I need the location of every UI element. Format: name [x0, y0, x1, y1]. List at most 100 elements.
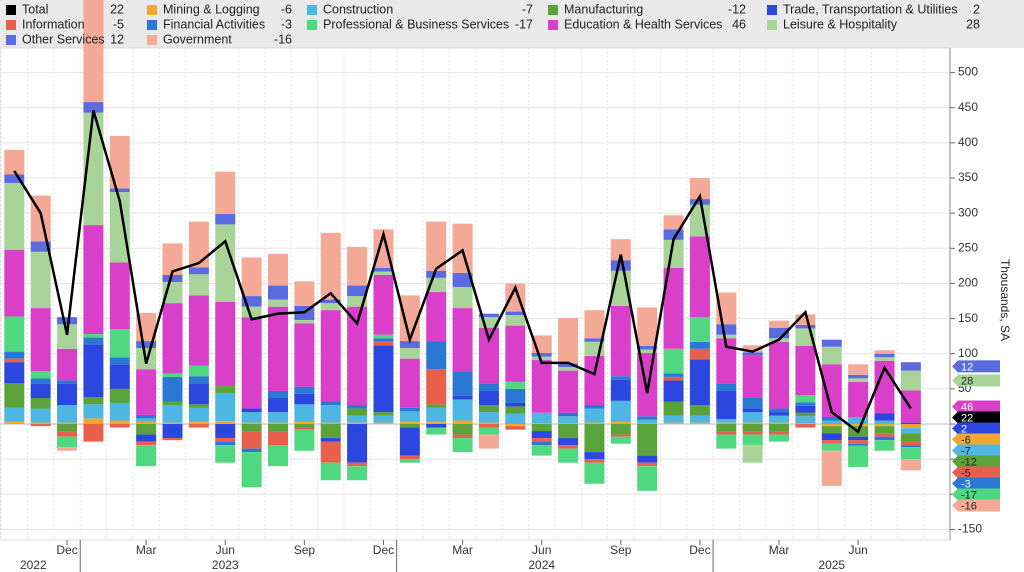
bar-segment	[558, 412, 579, 417]
bar-segment	[320, 299, 341, 304]
bar-segment	[268, 412, 288, 423]
bar-segment	[241, 412, 262, 423]
end-badge-label: -16	[961, 500, 977, 512]
bar-segment	[399, 348, 420, 359]
bar-segment	[478, 412, 499, 423]
legend-value: -17	[515, 17, 533, 31]
legend-label: Other Services	[22, 32, 105, 46]
end-badge	[952, 488, 1000, 501]
end-badge	[952, 455, 1000, 468]
bar-segment	[900, 459, 921, 471]
bar-segment	[584, 310, 605, 339]
bar-segment	[294, 404, 315, 422]
legend-swatch	[767, 5, 777, 15]
bar-segment	[531, 356, 552, 361]
bar-segment	[478, 317, 499, 328]
legend-value: 28	[966, 17, 980, 31]
bar-segment	[347, 306, 368, 406]
bar-segment	[716, 383, 737, 391]
bar-segment	[4, 421, 25, 425]
bar-segment	[57, 422, 78, 425]
bar-segment	[241, 408, 262, 413]
bar-segment	[637, 307, 658, 346]
bar-segment	[188, 424, 209, 428]
bar-segment	[505, 406, 526, 414]
legend-label: Government	[163, 32, 232, 46]
bar-segment	[531, 423, 552, 425]
bar-segment	[4, 383, 25, 408]
bar-segment	[426, 421, 447, 425]
end-badge-label: 12	[961, 361, 973, 373]
bar-segment	[769, 434, 790, 442]
bar-segment	[584, 422, 605, 425]
bar-segment	[373, 345, 394, 413]
bar-segment	[57, 324, 78, 349]
bar-segment	[57, 348, 78, 381]
legend-value: -7	[522, 2, 533, 16]
bar-segment	[742, 422, 763, 425]
bar-segment	[795, 405, 816, 413]
bar-segment	[268, 390, 288, 399]
bar-segment	[769, 424, 790, 432]
bar-segment	[4, 358, 25, 363]
bar-segment	[848, 445, 869, 467]
bar-segment	[689, 348, 710, 360]
bar-segment	[637, 346, 658, 350]
bar-segment	[900, 441, 921, 446]
bar-segment	[452, 286, 473, 309]
bar-segment	[742, 352, 763, 356]
bar-segment	[268, 445, 288, 467]
bar-segment	[478, 313, 499, 318]
bar-segment	[452, 424, 473, 435]
bar-segment	[241, 422, 262, 425]
bar-segment	[426, 341, 447, 370]
bar-segment	[821, 443, 842, 451]
bar-segment	[373, 334, 394, 339]
bar-segment	[320, 462, 341, 481]
bar-segment	[848, 364, 869, 375]
bar-segment	[663, 267, 684, 349]
bar-segment	[294, 281, 315, 306]
bar-segment	[426, 291, 447, 342]
bar-segment	[689, 341, 710, 349]
end-badge	[952, 433, 1000, 446]
bar-segment	[795, 402, 816, 406]
bar-segment	[821, 433, 842, 441]
x-tick-label: Jun	[848, 543, 867, 557]
bar-segment	[347, 296, 368, 307]
bar-segment	[399, 427, 420, 456]
bar-segment	[610, 436, 631, 444]
legend-value: 46	[732, 17, 746, 31]
bar-segment	[821, 440, 842, 444]
bar-segment	[4, 149, 25, 175]
legend-swatch	[6, 5, 16, 15]
bar-segment	[584, 452, 605, 460]
bar-segment	[83, 337, 104, 345]
bar-segment	[900, 428, 921, 434]
bar-segment	[373, 422, 394, 425]
bar-segment	[769, 415, 790, 423]
bar-segment	[505, 315, 526, 326]
legend-background	[0, 0, 1024, 48]
legend-label: Education & Health Services	[564, 17, 722, 31]
bar-segment	[268, 253, 288, 286]
end-badge-label: 46	[961, 401, 973, 413]
bar-segment	[373, 271, 394, 276]
bar-segment	[769, 327, 790, 339]
bar-segment	[399, 407, 420, 412]
bar-segment	[742, 434, 763, 446]
bar-segment	[716, 431, 737, 435]
bar-segment	[742, 355, 763, 399]
bar-segment	[347, 246, 368, 286]
end-badge	[952, 422, 1000, 435]
bar-segment	[136, 424, 157, 435]
legend-value: -5	[113, 17, 124, 31]
bar-segment	[109, 388, 130, 403]
x-year-label: 2022	[20, 558, 47, 572]
bar-segment	[742, 412, 763, 423]
bar-segment	[848, 416, 869, 425]
bar-segment	[373, 338, 394, 342]
bar-segment	[663, 215, 684, 230]
bar-segment	[83, 397, 104, 405]
bar-segment	[188, 404, 209, 408]
